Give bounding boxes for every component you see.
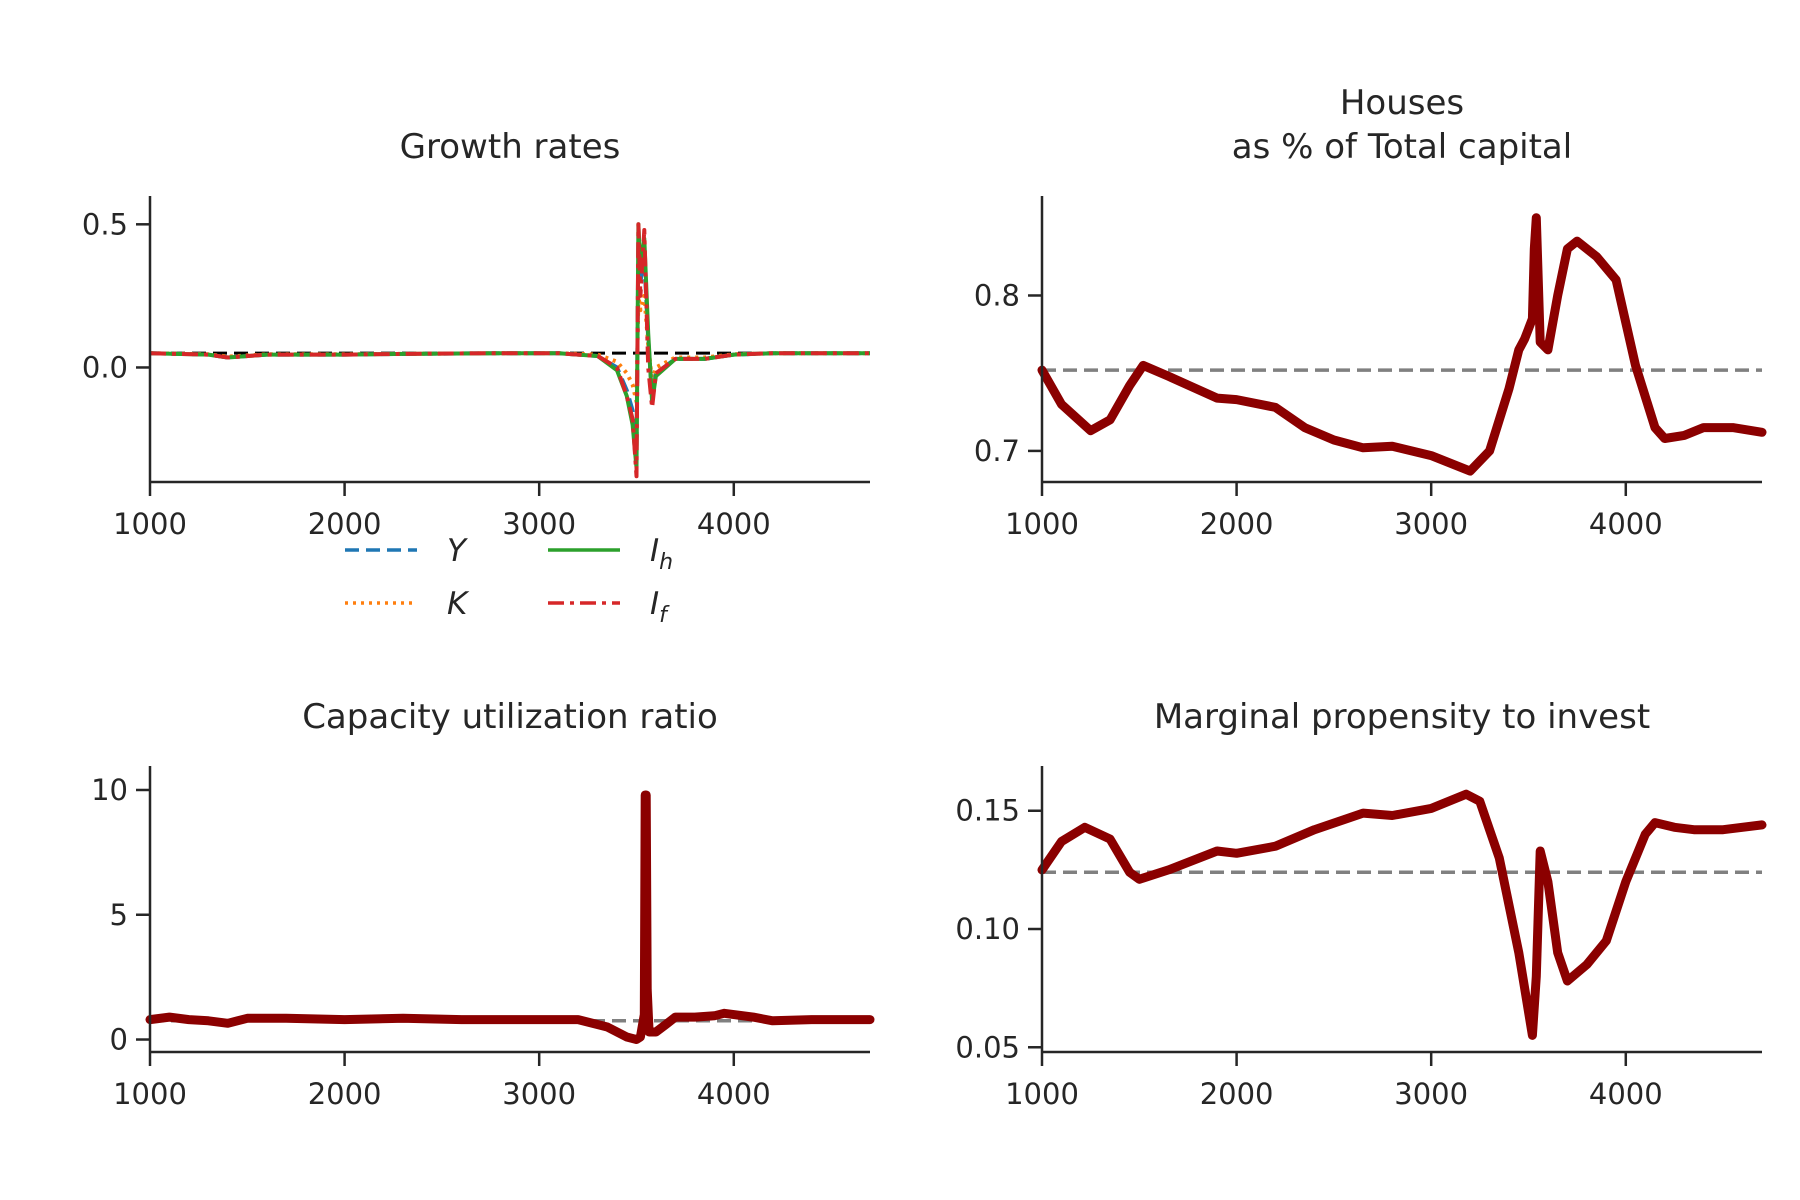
chart-title: as % of Total capital	[1232, 127, 1572, 167]
x-tick-label: 4000	[697, 507, 771, 541]
x-tick-label: 2000	[308, 507, 382, 541]
legend-label: If	[650, 586, 670, 628]
x-tick-label: 1000	[113, 1077, 187, 1111]
growth-rates-legend: YK Ih If	[345, 533, 673, 628]
legend-label: K	[447, 586, 470, 622]
chart-title: Marginal propensity to invest	[1154, 697, 1650, 737]
x-tick-label: 4000	[1589, 1077, 1663, 1111]
y-tick-label: 5	[110, 898, 128, 932]
chart-title: Houses	[1340, 83, 1464, 123]
marginal-propensity-panel: Marginal propensity to invest 1000 2000 300…	[955, 697, 1767, 1111]
x-tick-label: 3000	[1394, 507, 1468, 541]
x-tick-label: 1000	[1005, 507, 1079, 541]
x-tick-label: 1000	[113, 507, 187, 541]
chart-title: Capacity utilization ratio	[302, 697, 718, 737]
x-tick-label: 2000	[308, 1077, 382, 1111]
y-tick-label: 0.05	[955, 1030, 1020, 1064]
y-tick-label: 0.15	[955, 794, 1020, 828]
x-tick-label: 3000	[502, 507, 576, 541]
y-tick-label: 0.5	[82, 207, 128, 241]
x-tick-label: 4000	[1589, 507, 1663, 541]
growth-rates-panel: Growth rates 1000 2000 3000 4000 0.0 0.5	[82, 127, 870, 541]
chart-title: Growth rates	[400, 127, 621, 167]
capacity-utilization-panel: Capacity utilization ratio 1000 2000 3000 40…	[91, 697, 875, 1111]
series-line-y	[149, 236, 870, 456]
x-tick-label: 1000	[1005, 1077, 1079, 1111]
x-tick-label: 2000	[1200, 1077, 1274, 1111]
series-line-i-h	[149, 222, 870, 470]
legend-label: Ih	[650, 533, 673, 575]
series-line-k	[149, 293, 870, 404]
x-tick-label: 4000	[697, 1077, 771, 1111]
series-line	[145, 790, 875, 1044]
legend-label: Y	[447, 533, 468, 569]
x-tick-label: 3000	[502, 1077, 576, 1111]
y-tick-label: 0.8	[974, 278, 1020, 312]
series-line	[1037, 789, 1767, 1040]
x-tick-label: 2000	[1200, 507, 1274, 541]
y-tick-label: 0.10	[955, 912, 1020, 946]
y-tick-label: 0.7	[974, 434, 1020, 468]
x-tick-label: 3000	[1394, 1077, 1468, 1111]
y-tick-label: 10	[91, 773, 128, 807]
y-tick-label: 0	[110, 1023, 128, 1057]
series-line-i-f	[149, 222, 870, 479]
y-tick-label: 0.0	[82, 350, 128, 384]
series-line	[1037, 213, 1767, 476]
